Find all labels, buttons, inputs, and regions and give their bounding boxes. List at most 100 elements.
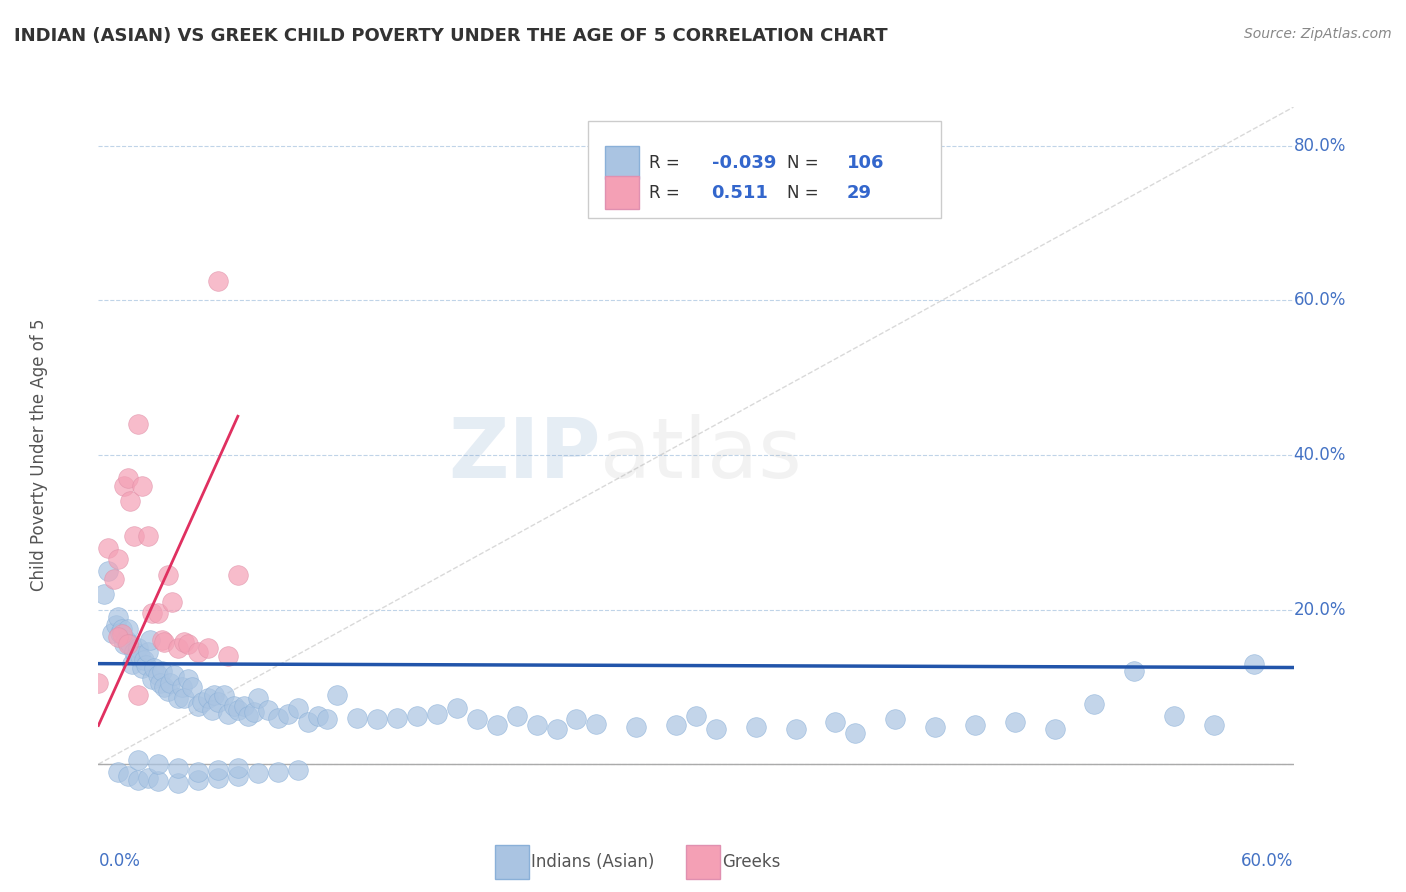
Point xyxy=(326,688,349,702)
Point xyxy=(446,701,468,715)
Point xyxy=(148,757,170,772)
Point xyxy=(1123,665,1146,679)
Point xyxy=(546,723,568,737)
Point xyxy=(217,706,239,721)
Point xyxy=(884,712,907,726)
Point xyxy=(745,720,768,734)
Text: atlas: atlas xyxy=(600,415,801,495)
Text: 0.0%: 0.0% xyxy=(98,852,141,870)
Text: Greeks: Greeks xyxy=(723,853,780,871)
Point xyxy=(117,769,139,783)
Text: -0.039: -0.039 xyxy=(711,153,776,171)
Point xyxy=(202,688,225,702)
Point xyxy=(103,572,125,586)
Point xyxy=(181,680,204,694)
Text: 60.0%: 60.0% xyxy=(1294,292,1346,310)
Point xyxy=(117,622,139,636)
Point xyxy=(167,761,190,775)
Point xyxy=(366,712,388,726)
Point xyxy=(665,718,688,732)
Point xyxy=(112,637,135,651)
Text: 106: 106 xyxy=(846,153,884,171)
Point xyxy=(120,637,142,651)
Text: R =: R = xyxy=(650,153,685,171)
Text: Source: ZipAtlas.com: Source: ZipAtlas.com xyxy=(1244,27,1392,41)
Point xyxy=(173,635,195,649)
Point xyxy=(131,660,153,674)
Point xyxy=(167,691,190,706)
Point xyxy=(226,769,249,783)
Point xyxy=(107,610,129,624)
Point xyxy=(134,653,156,667)
Point xyxy=(148,774,170,789)
Point xyxy=(157,683,180,698)
Point xyxy=(148,668,170,682)
Point xyxy=(1163,709,1185,723)
Point xyxy=(226,703,249,717)
Point xyxy=(187,764,209,779)
Text: 29: 29 xyxy=(846,184,872,202)
Point xyxy=(163,668,186,682)
Point xyxy=(131,479,153,493)
Point xyxy=(141,607,163,621)
Point xyxy=(124,645,146,659)
Point xyxy=(207,274,229,288)
Point xyxy=(159,676,181,690)
Point xyxy=(127,641,149,656)
Point xyxy=(685,709,707,723)
Point xyxy=(277,706,299,721)
Point xyxy=(172,680,194,694)
Point xyxy=(565,712,588,726)
Point xyxy=(125,648,148,663)
Point xyxy=(160,595,183,609)
Text: ZIP: ZIP xyxy=(449,415,600,495)
Point xyxy=(110,625,132,640)
Point xyxy=(107,552,129,566)
Point xyxy=(226,567,249,582)
Point xyxy=(127,688,149,702)
FancyBboxPatch shape xyxy=(686,845,720,880)
Point xyxy=(105,618,128,632)
Point xyxy=(121,657,143,671)
Point xyxy=(115,633,138,648)
FancyBboxPatch shape xyxy=(495,845,529,880)
Point xyxy=(243,705,266,719)
Point xyxy=(139,633,162,648)
Point xyxy=(197,641,219,656)
Point xyxy=(385,711,409,725)
Point xyxy=(1083,697,1105,711)
Point xyxy=(207,695,229,709)
Point xyxy=(87,676,110,690)
Point xyxy=(1043,723,1066,737)
Point xyxy=(297,714,319,729)
Point xyxy=(526,718,548,732)
Point xyxy=(136,529,159,543)
Point xyxy=(153,680,176,694)
Point xyxy=(107,630,129,644)
Point xyxy=(143,660,166,674)
Point xyxy=(187,645,209,659)
Point xyxy=(187,699,209,714)
Text: 20.0%: 20.0% xyxy=(1294,600,1346,618)
Point xyxy=(150,665,173,679)
Point xyxy=(236,709,259,723)
Point xyxy=(506,709,529,723)
Point xyxy=(307,709,329,723)
Point xyxy=(177,672,200,686)
Text: N =: N = xyxy=(787,184,824,202)
Point xyxy=(287,764,309,778)
FancyBboxPatch shape xyxy=(605,176,638,210)
Point xyxy=(924,720,946,734)
Point xyxy=(212,688,235,702)
Point xyxy=(704,723,727,737)
Point xyxy=(346,711,368,725)
Point xyxy=(101,625,124,640)
Point xyxy=(485,718,508,732)
Point xyxy=(191,695,214,709)
Point xyxy=(120,494,142,508)
Point xyxy=(157,567,180,582)
Point xyxy=(217,648,239,663)
Point xyxy=(148,607,170,621)
Point xyxy=(824,714,846,729)
Point xyxy=(267,764,290,779)
